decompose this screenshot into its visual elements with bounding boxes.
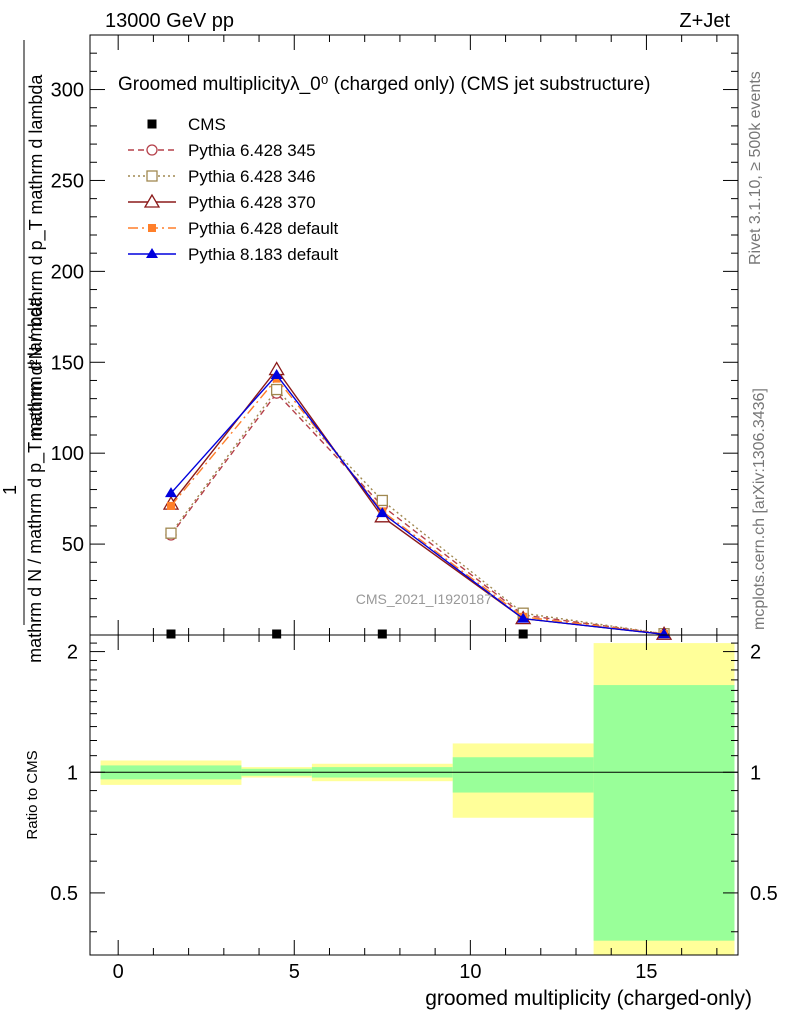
marker-square-open: [376, 494, 388, 507]
main-panel: 50 100 150 200 250 300 Groomed multiplicityλ_…: [51, 34, 739, 640]
marker-triangle-filled: [146, 248, 158, 258]
marker-triangle-filled: [658, 628, 671, 639]
ratio-y-axis-label: Ratio to CMS: [24, 750, 41, 839]
header-process: 13000 GeV pp: [105, 10, 234, 32]
marker-square-filled: [148, 224, 156, 232]
header-channel: Z+Jet: [679, 10, 730, 32]
main-ytick-label: 300: [51, 80, 84, 102]
ratio-panel-frame: [89, 634, 739, 956]
marker-square: [147, 119, 157, 129]
legend-entry: Pythia 6.428 346: [128, 167, 316, 186]
main-ytick-label: 100: [51, 443, 84, 465]
rivet-version-label: Rivet 3.1.10, ≥ 500k events: [747, 71, 764, 265]
ratio-xticks: 0 5 10 15: [113, 635, 718, 983]
legend-label: CMS: [188, 115, 226, 134]
legend-label: Pythia 6.428 346: [188, 167, 316, 186]
marker-square-filled: [167, 501, 175, 510]
legend-entry: Pythia 6.428 370: [128, 193, 316, 212]
marker-circle: [146, 144, 158, 156]
y-axis-label-top: mathrm d²N / mathrm d p_T mathrm d lambd…: [26, 74, 47, 442]
main-xticks: [117, 35, 718, 635]
marker-triangle-filled: [165, 487, 177, 498]
ratio-xtick-label: 10: [459, 961, 481, 983]
legend-label: Pythia 6.428 345: [188, 141, 316, 160]
legend-entry: Pythia 6.428 345: [128, 141, 316, 160]
chart-title: Groomed multiplicityλ_0⁰ (charged only) …: [118, 74, 650, 95]
main-series: [162, 361, 673, 640]
main-y-axis-label: mathrm d²N / mathrm d p_T mathrm d lambd…: [0, 40, 47, 663]
series-5: [165, 369, 671, 639]
marker-square: [518, 629, 528, 639]
marker-square-open: [271, 383, 283, 396]
ratio-ytick-label: 1: [67, 762, 78, 784]
ratio-xtick-label: 15: [635, 961, 657, 983]
ratio-ytick-label-right: 0.5: [750, 883, 778, 905]
series-0: [166, 629, 669, 639]
mcplots-label: mcplots.cern.ch [arXiv:1306.3436]: [751, 388, 768, 630]
legend-label: Pythia 6.428 default: [188, 219, 339, 238]
marker-square-open: [165, 527, 177, 539]
ratio-xtick-label: 5: [289, 961, 300, 983]
ratio-xtick-label: 0: [113, 961, 124, 983]
analysis-watermark: CMS_2021_I1920187: [356, 591, 492, 607]
main-yticks: 50 100 150 200 250 300: [51, 52, 738, 618]
main-ytick-label: 250: [51, 170, 84, 192]
y-axis-label-one: 1: [0, 485, 20, 495]
legend-label: Pythia 6.428 370: [188, 193, 316, 212]
ratio-panel: 0.5 0.5 1 1 2 2 0 5 10 15 Ratio to CMS groomed m…: [24, 634, 778, 1010]
ratio-ytick-label: 2: [67, 642, 78, 664]
marker-square-open: [146, 170, 158, 182]
legend-label: Pythia 8.183 default: [188, 245, 339, 264]
ratio-ytick-label-right: 2: [750, 642, 761, 664]
ratio-yticks: 0.5 0.5 1 1 2 2: [50, 642, 778, 933]
ratio-stat-band: [452, 757, 594, 793]
ratio-stat-band: [593, 685, 735, 941]
marker-square: [377, 629, 387, 639]
legend-entry: CMS: [147, 115, 226, 134]
marker-triangle-open: [143, 193, 161, 208]
marker-square: [272, 629, 282, 639]
marker-triangle-filled: [376, 507, 389, 518]
marker-triangle-filled: [517, 612, 530, 623]
legend-entry: Pythia 6.428 default: [128, 219, 339, 238]
main-ytick-label: 50: [62, 534, 84, 556]
main-ytick-label: 150: [51, 352, 84, 374]
y-axis-label-bottom: mathrm d N / mathrm d p_T mathrm d lambd…: [25, 296, 46, 663]
ratio-bands: [100, 643, 735, 955]
ratio-ytick-label-right: 1: [750, 762, 761, 784]
legend-entry: Pythia 8.183 default: [128, 245, 339, 264]
marker-square: [166, 629, 176, 639]
ratio-ytick-label: 0.5: [50, 883, 78, 905]
main-ytick-label: 200: [51, 261, 84, 283]
marker-triangle-filled: [270, 369, 283, 379]
legend: CMS Pythia 6.428 345 Pythia 6.428 346 Pythi…: [128, 115, 339, 264]
x-axis-label: groomed multiplicity (charged-only): [425, 987, 752, 1010]
